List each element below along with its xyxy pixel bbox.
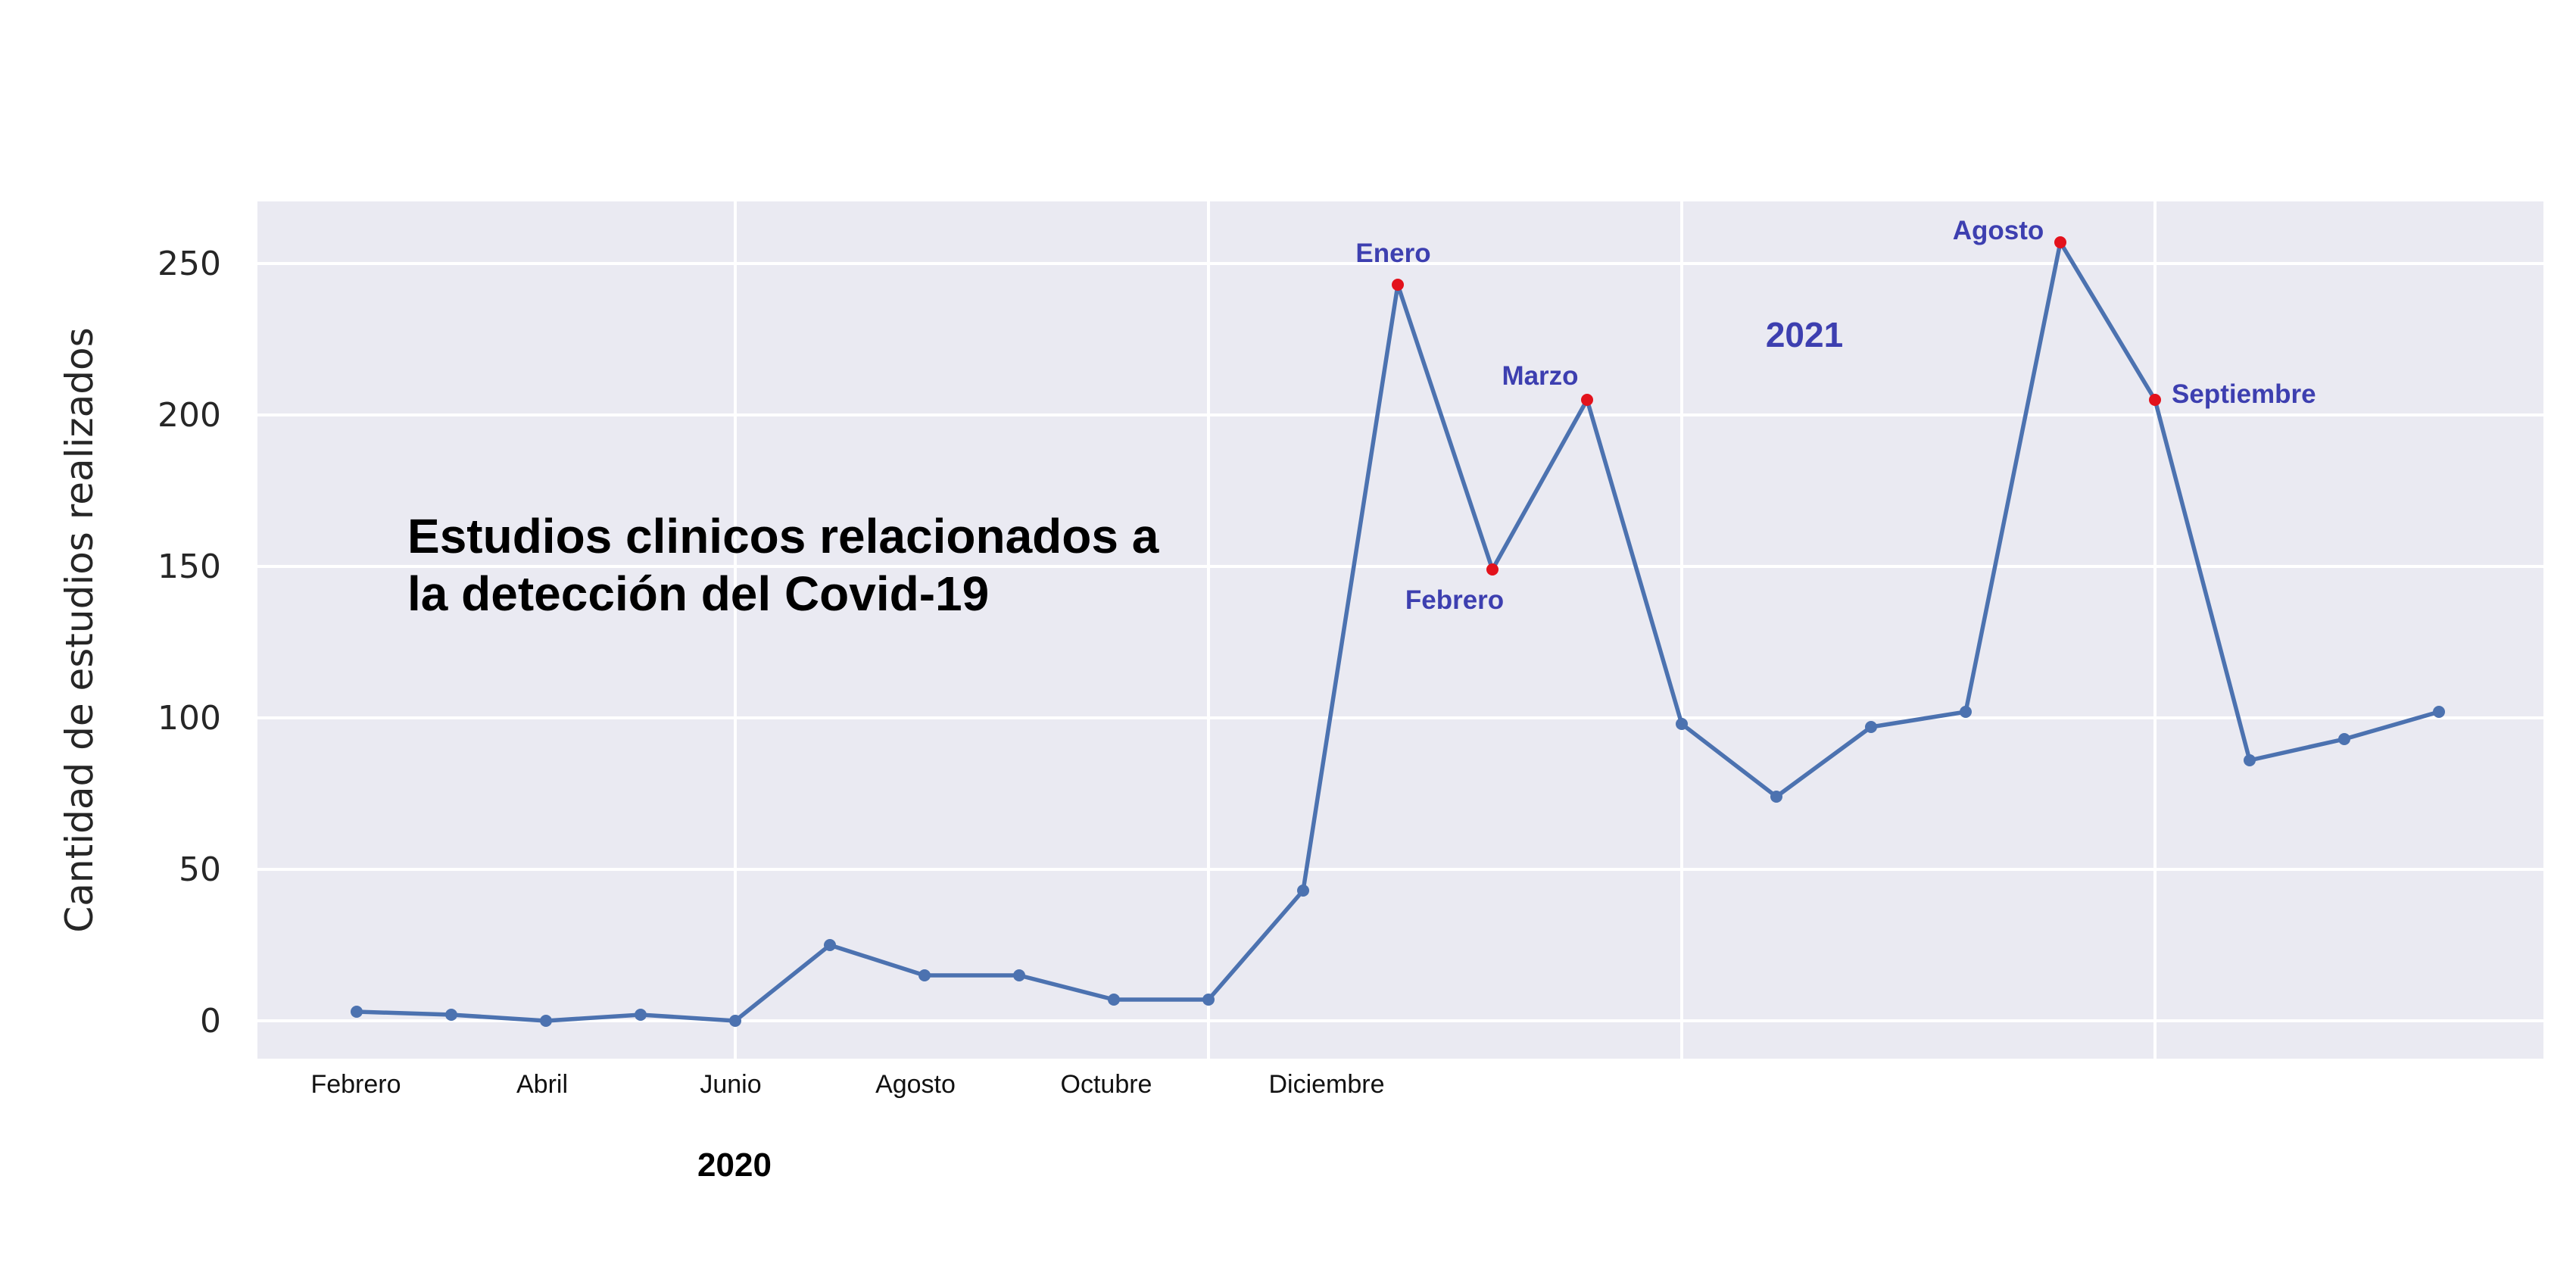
x-tick-label: Junio — [700, 1070, 761, 1099]
annotation-label: Septiembre — [2172, 379, 2316, 409]
data-point — [918, 969, 931, 981]
annotation-label: Marzo — [1502, 361, 1578, 391]
data-point — [1960, 706, 1972, 718]
highlight-point — [1392, 279, 1404, 291]
data-point — [1013, 969, 1025, 981]
y-axis-label: Cantidad de estudios realizados — [58, 327, 101, 932]
plot-area — [257, 201, 2543, 1059]
y-tick-label: 0 — [200, 1002, 221, 1040]
y-tick-label: 150 — [157, 548, 221, 586]
highlight-point — [2149, 394, 2161, 406]
data-point — [540, 1015, 552, 1027]
data-point — [1770, 791, 1782, 803]
data-point — [2244, 754, 2256, 766]
x-tick-label: Agosto — [875, 1070, 956, 1099]
year-label-2020: 2020 — [697, 1147, 772, 1184]
data-point — [445, 1009, 457, 1021]
x-tick-label: Febrero — [310, 1070, 401, 1099]
data-point — [824, 939, 836, 951]
data-points — [351, 236, 2445, 1027]
highlight-point — [1486, 563, 1499, 576]
y-tick-label: 250 — [157, 245, 221, 283]
x-tick-label: Octubre — [1061, 1070, 1152, 1099]
x-tick-labels: Febrero Abril Junio Agosto Octubre Diciembre — [310, 1070, 1384, 1099]
data-point — [1865, 721, 1877, 733]
highlight-point — [1581, 394, 1593, 406]
data-point — [351, 1006, 363, 1018]
chart-title-line-1: Estudios clinicos relacionados a — [407, 509, 1159, 563]
y-tick-labels: 0 50 100 150 200 250 — [157, 245, 221, 1040]
year-label-2021: 2021 — [1766, 315, 1843, 354]
annotation-label: Agosto — [1953, 216, 2044, 245]
data-point — [1297, 884, 1309, 897]
chart-title-line-2: la detección del Covid-19 — [407, 566, 989, 621]
data-point — [1202, 994, 1215, 1006]
data-point — [729, 1015, 741, 1027]
data-point — [2338, 733, 2350, 745]
x-tick-label: Diciembre — [1268, 1070, 1384, 1099]
y-tick-label: 50 — [179, 850, 221, 889]
highlight-point — [2054, 236, 2066, 248]
data-point — [2433, 706, 2445, 718]
x-tick-label: Abril — [516, 1070, 568, 1099]
point-annotations: Enero Febrero Marzo Agosto Septiembre — [1355, 216, 2316, 615]
annotation-label: Febrero — [1405, 585, 1504, 615]
data-point — [1676, 718, 1688, 730]
y-tick-label: 200 — [157, 396, 221, 435]
data-point — [635, 1009, 647, 1021]
y-tick-label: 100 — [157, 699, 221, 738]
data-point — [1108, 994, 1120, 1006]
annotation-label: Enero — [1355, 239, 1430, 268]
gridlines — [257, 201, 2543, 1059]
